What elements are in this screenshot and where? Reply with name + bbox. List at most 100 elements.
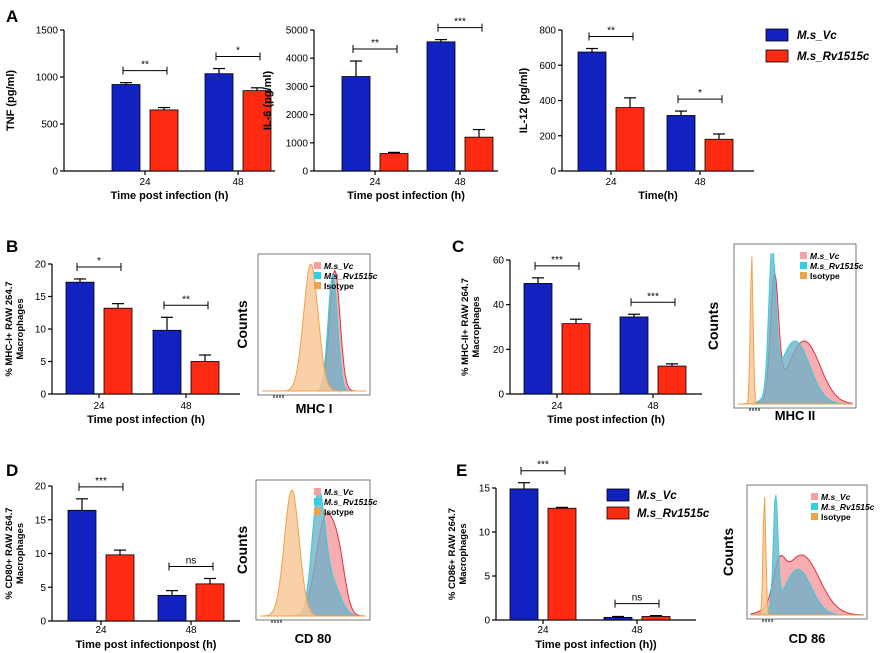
x-tick-label: 24	[95, 625, 107, 636]
bar-M.s_Rv1515c	[616, 108, 644, 171]
y-tick-label: 20	[493, 345, 505, 356]
sig-label: **	[141, 60, 149, 71]
sig-label: ***	[647, 291, 659, 302]
x-tick-label: 48	[180, 401, 192, 412]
sig-label: ns	[186, 555, 197, 566]
y-axis-label: % CD86+ RAW 264.7Macrophages	[447, 508, 469, 600]
y-axis-label-line: Macrophages	[15, 298, 26, 359]
x-axis-label: Time post infection (h)	[347, 190, 465, 202]
panel-letter-a: A	[6, 7, 18, 26]
y-axis-label-line: % MHC-I+ RAW 264.7	[4, 281, 15, 376]
chart-il12: 020040060080024**48*Time(h)IL-12 (pg/ml)	[518, 26, 754, 203]
flow-y-label: Counts	[705, 302, 721, 350]
bar-M.s_Vc	[578, 52, 606, 171]
x-tick-label: 48	[694, 177, 706, 188]
y-tick-label: 0	[498, 390, 504, 401]
y-tick-label: 5	[484, 572, 490, 583]
bar-M.s_Rv1515c	[191, 362, 219, 395]
y-tick-label: 20	[35, 260, 47, 271]
y-tick-label: 15	[479, 484, 491, 495]
y-tick-label: 10	[35, 325, 47, 336]
bar-M.s_Rv1515c	[705, 139, 733, 171]
bar-M.s_Vc	[510, 489, 538, 620]
y-axis-label-line: IL-6 (pg/ml)	[262, 71, 274, 131]
y-tick-label: 0	[40, 617, 46, 628]
y-tick-label: 800	[539, 26, 556, 37]
sig-label: ***	[95, 476, 107, 487]
y-tick-label: 0	[484, 616, 490, 627]
y-tick-label: 5	[40, 357, 46, 368]
sig-label: **	[182, 294, 190, 305]
chart-cd80: 0 5 10 15 20 24 *** 48 ns Time post infectionpost…	[4, 476, 240, 651]
chart-mhc2: 0 20 40 60 24 *** 48 *** Time post infection (h)…	[460, 255, 702, 426]
legend-top: M.s_Vc M.s_Rv1515c	[766, 29, 870, 63]
legend-e-swatch-vc	[607, 489, 629, 501]
bar-M.s_Vc	[342, 77, 370, 171]
y-tick-label: 0	[302, 167, 308, 178]
flow-y-label: Counts	[234, 526, 250, 574]
flow-legend-swatch	[811, 493, 818, 500]
legend-swatch-rv	[766, 50, 788, 62]
y-tick-label: 5000	[286, 26, 309, 37]
bar-M.s_Rv1515c	[104, 308, 132, 394]
flow-legend-label: M.s_Vc	[324, 261, 354, 271]
y-tick-label: 3000	[286, 82, 309, 93]
y-tick-label: 1000	[286, 138, 309, 149]
y-axis-label: % MHC-I+ RAW 264.7Macrophages	[4, 281, 26, 376]
bar-M.s_Vc	[604, 617, 632, 620]
flow-legend-label: M.s_Rv1515c	[324, 497, 378, 507]
bar-M.s_Rv1515c	[106, 555, 134, 621]
flow-legend-label: Isotype	[324, 507, 354, 517]
flow-panel-mhc2: M.s_VcM.s_Rv1515cIsotypeMHC IICounts	[705, 244, 864, 423]
flow-x-label: MHC II	[775, 408, 815, 423]
y-tick-label: 60	[493, 256, 505, 267]
bar-M.s_Vc	[427, 42, 455, 171]
bar-M.s_Rv1515c	[548, 508, 576, 620]
bar-M.s_Rv1515c	[196, 584, 224, 621]
y-axis-label: IL-12 (pg/ml)	[518, 67, 530, 133]
x-tick-label: 24	[93, 401, 105, 412]
panel-letter-d: D	[6, 461, 18, 480]
x-axis-label: Time post infection (h)	[547, 414, 665, 426]
y-tick-label: 400	[539, 96, 556, 107]
bar-M.s_Vc	[112, 85, 140, 171]
flow-legend-label: M.s_Vc	[324, 487, 354, 497]
y-axis-label-line: % CD80+ RAW 264.7	[4, 507, 15, 599]
y-tick-label: 1500	[36, 26, 59, 37]
flow-legend-swatch	[314, 272, 321, 279]
y-tick-label: 10	[479, 528, 491, 539]
flow-legend-swatch	[800, 262, 807, 269]
x-axis-label: Time post infectionpost (h)	[76, 639, 217, 651]
sig-label: *	[236, 46, 240, 57]
legend-e-label-rv: M.s_Rv1515c	[637, 508, 710, 520]
flow-legend-swatch	[314, 508, 321, 515]
flow-x-label: MHC I	[296, 401, 333, 416]
y-tick-label: 4000	[286, 54, 309, 65]
bar-M.s_Rv1515c	[562, 324, 590, 394]
flow-legend-swatch	[811, 513, 818, 520]
bar-M.s_Rv1515c	[465, 137, 493, 171]
flow-legend-label: M.s_Vc	[810, 251, 840, 261]
y-axis-label: TNF (pg/ml)	[5, 70, 17, 131]
flow-legend-swatch	[314, 282, 321, 289]
y-axis-label-line: % CD86+ RAW 264.7	[447, 508, 458, 600]
sig-label: **	[371, 38, 379, 49]
y-axis-label-line: TNF (pg/ml)	[5, 70, 17, 131]
y-axis-label-line: Macrophages	[458, 523, 469, 584]
y-axis-label-line: IL-12 (pg/ml)	[518, 67, 530, 133]
x-tick-label: 24	[369, 177, 381, 188]
flow-legend-label: M.s_Rv1515c	[821, 502, 875, 512]
chart-tnf: 0 500 1000 1500 24 ** 48 * Time post infection (…	[5, 26, 275, 203]
flow-legend-swatch	[314, 488, 321, 495]
x-axis-label: Time(h)	[638, 190, 678, 202]
legend-e-swatch-rv	[607, 507, 629, 519]
bar-M.s_Vc	[620, 317, 648, 394]
y-tick-label: 20	[35, 482, 47, 493]
flow-legend-label: M.s_Rv1515c	[810, 261, 864, 271]
bar-M.s_Rv1515c	[658, 366, 686, 394]
x-tick-label: 48	[454, 177, 466, 188]
y-axis-label: IL-6 (pg/ml)	[262, 71, 274, 131]
panel-letter-e: E	[456, 461, 467, 480]
